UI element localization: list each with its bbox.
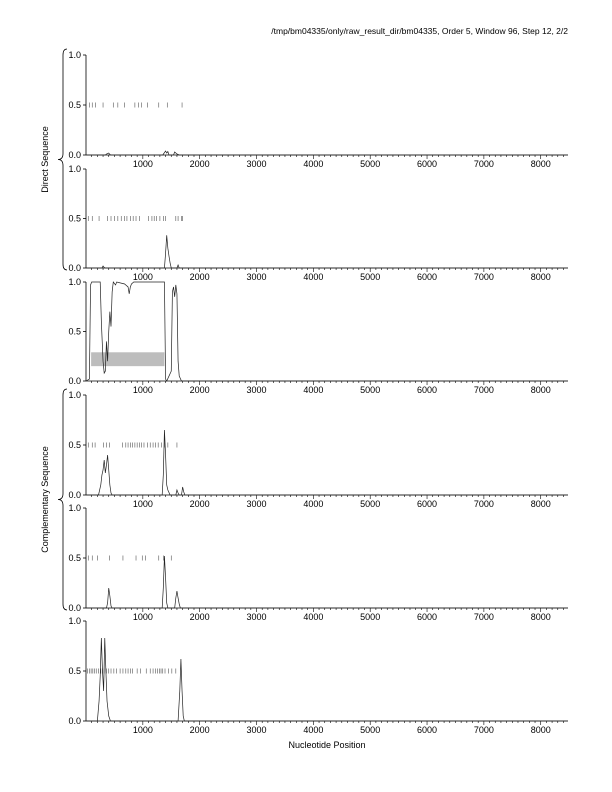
y-tick-label: 0.0: [68, 263, 81, 273]
x-tick-label: 7000: [474, 272, 494, 282]
y-tick-label: 0.0: [68, 490, 81, 500]
y-tick-label: 0.5: [68, 327, 81, 337]
panel-3: 0.0 0.5 1.0 1000 2000 3000 4000 5000 6000 7000 800…: [68, 277, 568, 395]
x-tick-label: 5000: [360, 612, 380, 622]
x-tick-label: 2000: [190, 272, 210, 282]
groups-layer: Direct Sequence Complementary Sequence: [40, 48, 68, 611]
y-tick-label: 0.0: [68, 150, 81, 160]
x-tick-label: 6000: [417, 612, 437, 622]
x-tick-label: 6000: [417, 499, 437, 509]
panel-4: 0.0 0.5 1.0 1000 2000 3000 4000 5000 6000 7000 800…: [68, 390, 568, 509]
x-tick-label: 7000: [474, 725, 494, 735]
x-tick-label: 2000: [190, 725, 210, 735]
group-label: Direct Sequence: [40, 126, 50, 193]
y-tick-label: 0.5: [68, 666, 81, 676]
x-tick-label: 2000: [190, 385, 210, 395]
x-tick-label: 4000: [303, 612, 323, 622]
y-tick-label: 1.0: [68, 164, 81, 174]
series-line: [86, 150, 568, 156]
x-tick-label: 1000: [133, 499, 153, 509]
x-tick-label: 5000: [360, 385, 380, 395]
y-tick-label: 0.0: [68, 376, 81, 386]
x-tick-label: 3000: [247, 159, 267, 169]
x-tick-label: 8000: [531, 385, 551, 395]
page-header: /tmp/bm04335/only/raw_result_dir/bm04335…: [271, 26, 568, 36]
panel-2: 0.0 0.5 1.0 1000 2000 3000 4000 5000 6000 7000 800…: [68, 164, 568, 282]
x-tick-label: 7000: [474, 499, 494, 509]
x-tick-label: 5000: [360, 499, 380, 509]
x-tick-label: 8000: [531, 725, 551, 735]
x-tick-label: 6000: [417, 725, 437, 735]
x-tick-label: 2000: [190, 159, 210, 169]
x-tick-label: 8000: [531, 159, 551, 169]
x-tick-label: 1000: [133, 385, 153, 395]
x-tick-label: 8000: [531, 499, 551, 509]
x-tick-label: 4000: [303, 499, 323, 509]
group-label: Complementary Sequence: [40, 446, 50, 553]
x-tick-label: 7000: [474, 385, 494, 395]
y-tick-label: 0.5: [68, 100, 81, 110]
y-tick-label: 1.0: [68, 390, 81, 400]
x-tick-label: 4000: [303, 385, 323, 395]
y-tick-label: 1.0: [68, 277, 81, 287]
y-tick-label: 0.5: [68, 214, 81, 224]
x-axis-label: Nucleotide Position: [288, 740, 365, 750]
series-line: [86, 637, 568, 722]
panels-layer: 0.0 0.5 1.0 1000 2000 3000 4000 5000 6000 7000 800…: [68, 50, 568, 735]
y-tick-label: 1.0: [68, 50, 81, 60]
x-tick-label: 6000: [417, 385, 437, 395]
y-tick-label: 0.0: [68, 716, 81, 726]
y-tick-label: 0.5: [68, 440, 81, 450]
group-1: Direct Sequence: [40, 48, 68, 271]
x-tick-label: 8000: [531, 612, 551, 622]
y-tick-label: 0.5: [68, 553, 81, 563]
panel-1: 0.0 0.5 1.0 1000 2000 3000 4000 5000 6000 7000 800…: [68, 50, 568, 169]
x-tick-label: 8000: [531, 272, 551, 282]
x-tick-label: 4000: [303, 725, 323, 735]
x-tick-label: 7000: [474, 612, 494, 622]
group-2: Complementary Sequence: [40, 388, 68, 611]
x-tick-label: 7000: [474, 159, 494, 169]
series-line: [86, 235, 568, 269]
panel-6: 0.0 0.5 1.0 1000 2000 3000 4000 5000 6000 7000 800…: [68, 616, 568, 735]
group-bracket: [57, 388, 68, 611]
x-tick-label: 1000: [133, 725, 153, 735]
x-tick-label: 1000: [133, 612, 153, 622]
x-tick-label: 5000: [360, 725, 380, 735]
group-bracket: [57, 48, 68, 271]
x-tick-label: 4000: [303, 272, 323, 282]
series-line: [86, 429, 568, 496]
x-tick-label: 3000: [247, 385, 267, 395]
series-line: [86, 555, 568, 609]
x-tick-label: 1000: [133, 159, 153, 169]
panel-5: 0.0 0.5 1.0 1000 2000 3000 4000 5000 6000 7000 800…: [68, 503, 568, 622]
y-tick-label: 1.0: [68, 503, 81, 513]
x-tick-label: 3000: [247, 725, 267, 735]
x-tick-label: 2000: [190, 612, 210, 622]
x-tick-label: 1000: [133, 272, 153, 282]
x-tick-label: 3000: [247, 612, 267, 622]
y-tick-label: 0.0: [68, 603, 81, 613]
x-tick-label: 3000: [247, 499, 267, 509]
x-tick-label: 2000: [190, 499, 210, 509]
y-tick-label: 1.0: [68, 616, 81, 626]
x-tick-label: 6000: [417, 272, 437, 282]
x-tick-label: 3000: [247, 272, 267, 282]
x-tick-label: 5000: [360, 159, 380, 169]
x-tick-label: 5000: [360, 272, 380, 282]
x-tick-label: 6000: [417, 159, 437, 169]
shaded-band: [91, 352, 165, 367]
x-tick-label: 4000: [303, 159, 323, 169]
series-line: [85, 281, 568, 382]
